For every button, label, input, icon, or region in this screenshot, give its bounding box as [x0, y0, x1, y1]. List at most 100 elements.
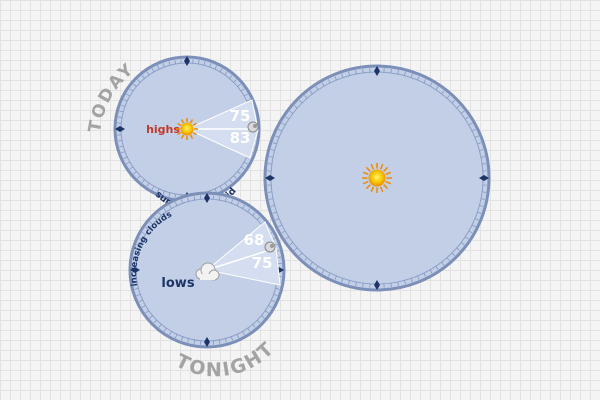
dial-tick	[441, 90, 445, 95]
dial-tick	[240, 166, 245, 170]
dial-tick	[252, 324, 256, 328]
dial-tick	[456, 105, 460, 109]
dial-tick	[464, 236, 469, 240]
dial-tick	[348, 280, 350, 285]
dial-tick	[129, 166, 134, 170]
dial-tick	[276, 256, 281, 259]
dial-tick	[209, 63, 212, 68]
dial-tick	[309, 90, 313, 95]
dial-tick	[304, 95, 308, 99]
dial-tick	[149, 315, 153, 319]
dial-tick	[151, 185, 155, 190]
dial-tick	[480, 198, 485, 200]
sun-ray	[385, 171, 392, 176]
sun-ray	[370, 186, 375, 193]
dial-tick	[477, 142, 482, 145]
dial-tick	[118, 116, 123, 118]
dial-tick	[451, 252, 456, 257]
dial-tick	[224, 71, 228, 76]
tonight-marker-left	[130, 267, 140, 273]
dial-tick	[267, 163, 272, 165]
dial-tick	[390, 68, 392, 73]
dial-tick	[246, 99, 251, 102]
tonight-dial[interactable]: 68 75 lows increasing clouds	[128, 191, 286, 349]
dial-tick	[446, 95, 450, 99]
dial-tick	[141, 305, 146, 308]
dial-tick	[219, 185, 223, 190]
tonight-marker-bottom	[204, 337, 210, 347]
dial-tick	[174, 334, 178, 339]
sun-ray	[385, 180, 392, 185]
tonight-temp-low-2: 75	[252, 254, 273, 272]
dial-tick	[162, 63, 165, 68]
sun-ray	[362, 171, 369, 176]
dial-tick	[181, 336, 184, 341]
today-dial[interactable]: 75 83 highs sunny and humid	[113, 55, 261, 215]
dial-tick	[198, 60, 200, 65]
current-marker-bottom	[374, 280, 380, 290]
dial-tick	[136, 293, 141, 296]
dial-tick	[315, 86, 319, 91]
today-temp-high-1: 75	[230, 107, 251, 125]
dial-tick	[141, 75, 145, 79]
dial-tick	[482, 191, 487, 193]
dial-tick	[460, 110, 465, 114]
dial-tick	[218, 339, 221, 344]
sun-icon	[176, 118, 198, 140]
sun-ray	[365, 166, 371, 172]
dial-tick	[285, 236, 290, 240]
dial-tick	[441, 261, 445, 266]
dial-tick	[446, 257, 450, 261]
dial-tick	[341, 73, 344, 78]
dial-tick	[133, 83, 137, 87]
dial-tick	[269, 198, 274, 200]
dial-tick	[289, 110, 294, 114]
dial-tick	[225, 197, 227, 202]
dial-tick	[429, 269, 433, 274]
dial-tick	[435, 265, 439, 270]
dial-tick	[133, 171, 137, 175]
dial-tick	[242, 204, 245, 209]
sun-ray	[379, 186, 384, 193]
dial-tick	[269, 156, 274, 158]
dial-tick	[136, 244, 141, 247]
dial-tick	[355, 70, 357, 75]
today-temp-high-2: 83	[230, 129, 251, 147]
dial-tick	[328, 79, 331, 84]
dial-tick	[471, 129, 476, 132]
current-marker-top	[374, 66, 380, 76]
dial-tick	[273, 293, 278, 296]
dial-tick	[141, 179, 145, 183]
dial-tick	[252, 212, 256, 216]
dial-tick	[126, 161, 131, 165]
dial-tick	[281, 230, 286, 234]
dial-tick	[145, 226, 150, 230]
tonight-temp-low-1: 68	[244, 231, 265, 249]
dial-tick	[157, 188, 160, 193]
sun-ray	[365, 184, 371, 190]
dial-tick	[230, 336, 233, 341]
dial-tick	[119, 110, 124, 113]
dial-tick	[397, 70, 399, 75]
sun-ray	[177, 122, 182, 127]
tonight-wedge-divider	[206, 247, 277, 271]
dial-tick	[169, 204, 172, 209]
dial-tick	[294, 247, 298, 251]
dial-tick	[137, 79, 141, 83]
dial-tick	[242, 331, 245, 336]
today-marker-left	[115, 126, 125, 132]
dial-tick	[451, 99, 456, 104]
dial-tick	[158, 324, 162, 328]
dial-tick	[268, 305, 273, 308]
dial-tick	[464, 116, 469, 120]
dial-tick	[275, 288, 280, 290]
dial-tick	[146, 182, 150, 187]
current-dial[interactable]	[263, 64, 491, 292]
dial-tick	[261, 315, 265, 319]
dial-tick	[153, 216, 158, 221]
dial-tick	[146, 71, 150, 76]
dial-tick	[423, 79, 426, 84]
dial-tick	[118, 140, 123, 142]
sun-ray	[383, 166, 389, 172]
dial-tick	[174, 193, 176, 198]
